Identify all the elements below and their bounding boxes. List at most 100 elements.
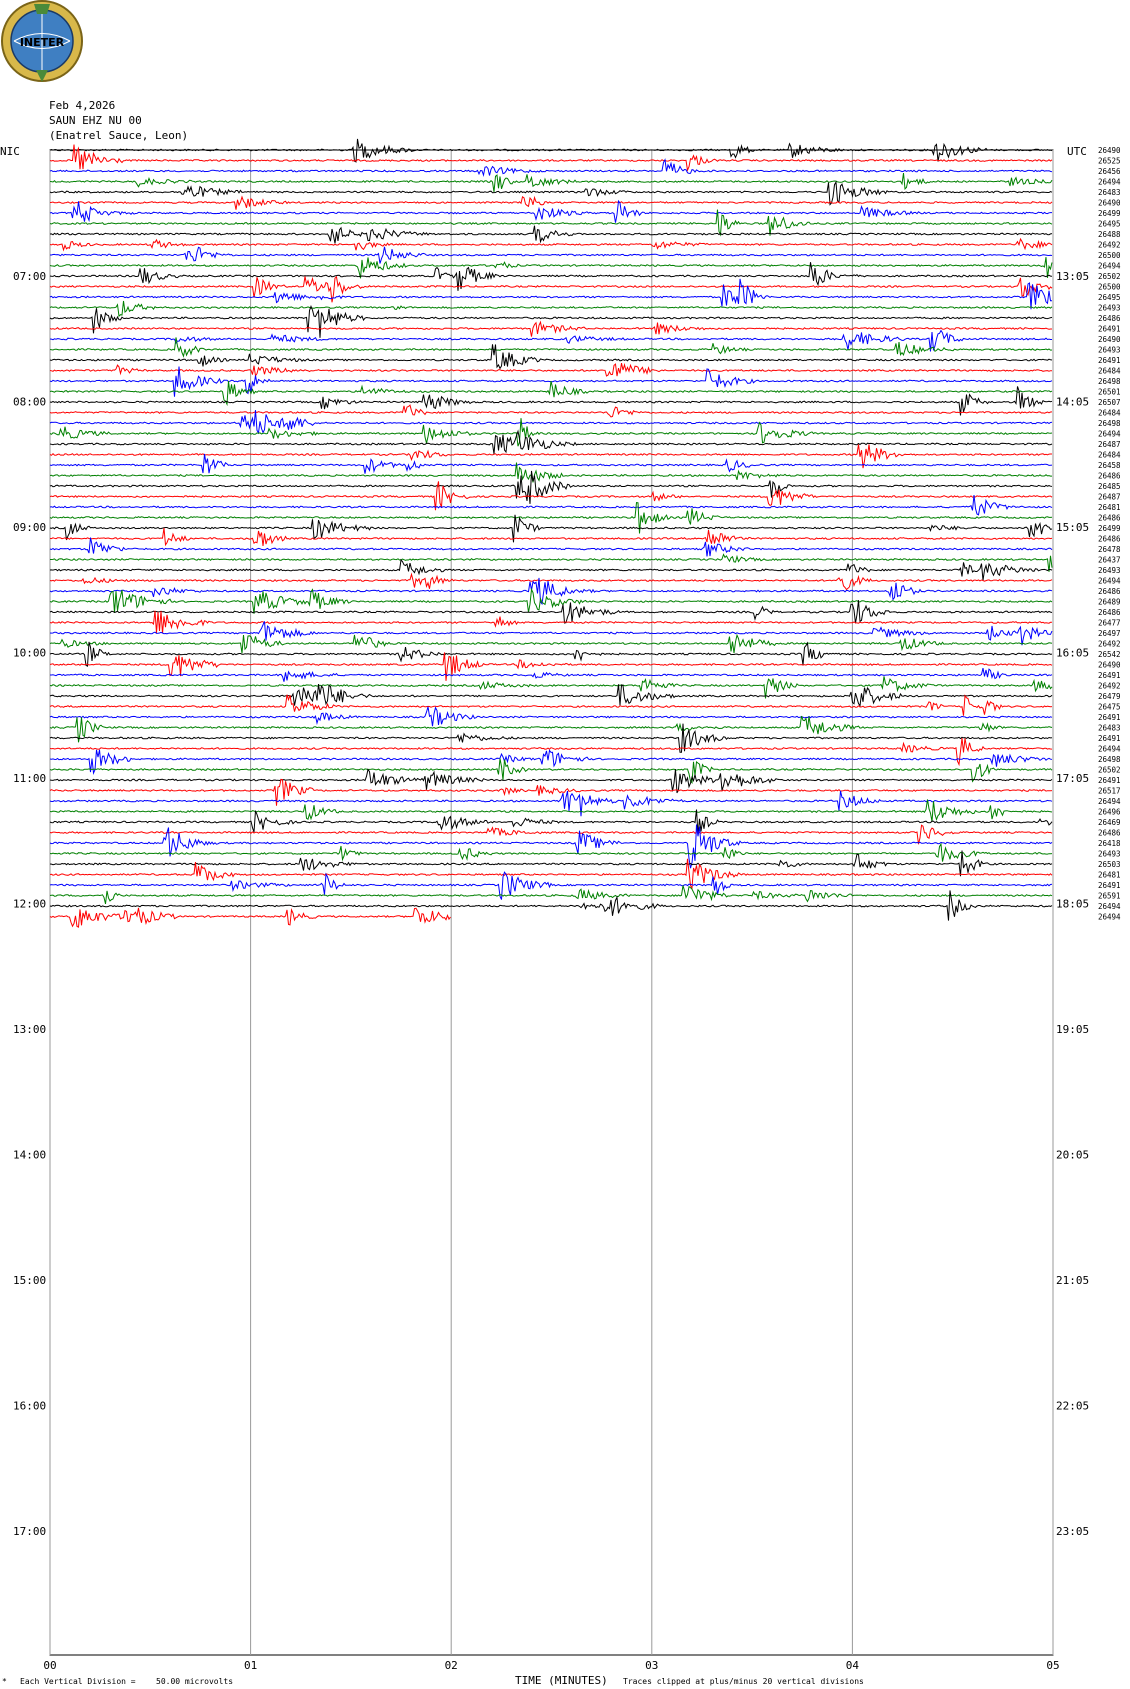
trace-line	[49, 577, 1053, 606]
utc-hour-label: 22:05	[1056, 1400, 1089, 1413]
trace-value-label: 26477	[1098, 619, 1121, 628]
trace-line	[49, 610, 1052, 634]
local-hour-label: 07:00	[13, 270, 46, 283]
trace-value-label: 26493	[1098, 346, 1121, 355]
trace-line	[49, 444, 1052, 469]
trace-value-label: 26498	[1098, 419, 1121, 428]
trace-line	[49, 706, 1053, 727]
trace-value-label: 26486	[1098, 314, 1121, 323]
trace-value-label: 26485	[1098, 482, 1121, 491]
trace-line	[49, 173, 1053, 193]
trace-value-label: 26497	[1098, 629, 1121, 638]
trace-value-label: 26418	[1098, 839, 1121, 848]
local-hour-label: 14:00	[13, 1149, 46, 1162]
trace-line	[49, 344, 1053, 370]
trace-line	[49, 768, 1053, 794]
trace-line	[49, 180, 1053, 206]
trace-value-label: 26481	[1098, 871, 1121, 880]
trace-value-label: 26475	[1098, 703, 1121, 712]
trace-value-label: 26542	[1098, 650, 1121, 659]
trace-line	[49, 824, 1053, 845]
trace-line	[49, 527, 1053, 547]
trace-value-label: 26499	[1098, 524, 1121, 533]
trace-value-label: 26525	[1098, 157, 1121, 166]
trace-line	[49, 278, 1052, 310]
trace-line	[49, 494, 1053, 516]
trace-line	[49, 749, 1053, 776]
trace-line	[49, 337, 1053, 358]
trace-line	[49, 537, 1053, 557]
trace-line	[49, 758, 1053, 785]
trace-line	[49, 275, 1053, 303]
trace-value-label: 26491	[1098, 325, 1121, 334]
x-axis-title: TIME (MINUTES)	[515, 1674, 608, 1687]
trace-line	[49, 429, 1053, 455]
trace-value-label: 26437	[1098, 556, 1121, 565]
local-hour-label: 09:00	[13, 521, 46, 534]
trace-line	[49, 676, 1053, 699]
x-tick-label: 01	[244, 1659, 257, 1672]
trace-line	[49, 320, 1052, 337]
x-tick-label: 03	[645, 1659, 658, 1672]
local-hour-label: 15:00	[13, 1274, 46, 1287]
trace-value-label: 26491	[1098, 734, 1121, 743]
trace-value-label: 26494	[1098, 178, 1121, 187]
axis-labels: 00 01 02 03 04 05 07:00 13:05 08:00 14:05 09:00 15:…	[13, 146, 1121, 1672]
trace-value-label: 26484	[1098, 409, 1121, 418]
svg-text:INETER: INETER	[20, 36, 65, 49]
trace-line	[50, 553, 1053, 572]
footer-marker: *	[2, 1677, 7, 1686]
trace-value-label: 26483	[1098, 724, 1121, 733]
trace-line	[49, 715, 1053, 743]
trace-line	[49, 410, 1053, 435]
trace-line	[49, 600, 1053, 624]
trace-value-label: 26484	[1098, 451, 1121, 460]
trace-line	[49, 514, 1053, 543]
utc-hour-label: 14:05	[1056, 396, 1089, 409]
trace-value-label: 26481	[1098, 503, 1121, 512]
x-tick-label: 02	[445, 1659, 458, 1672]
trace-line	[50, 246, 1053, 264]
trace-value-label: 26498	[1098, 755, 1121, 764]
trace-value-label: 26494	[1098, 745, 1121, 754]
trace-line	[49, 404, 1053, 418]
trace-line	[49, 481, 1053, 511]
trace-line	[49, 305, 1053, 338]
trace-value-label: 26484	[1098, 367, 1121, 376]
trace-line	[49, 850, 1053, 877]
trace-value-label: 26458	[1098, 461, 1121, 470]
trace-line	[49, 386, 1053, 416]
trace-value-label: 26503	[1098, 860, 1121, 869]
trace-line	[49, 652, 1053, 681]
trace-value-label: 26479	[1098, 692, 1121, 701]
trace-value-label: 26469	[1098, 818, 1121, 827]
trace-group	[49, 138, 1053, 928]
plot-grid	[49, 149, 1054, 1656]
trace-line	[49, 723, 1053, 753]
trace-value-label: 26489	[1098, 598, 1121, 607]
trace-value-label: 26486	[1098, 608, 1121, 617]
trace-value-label: 26490	[1098, 335, 1121, 344]
trace-line	[49, 907, 451, 928]
trace-line	[49, 633, 1053, 654]
local-hour-label: 11:00	[13, 772, 46, 785]
trace-value-label: 26492	[1098, 640, 1121, 649]
x-tick-label: 05	[1046, 1659, 1059, 1672]
trace-value-label: 26483	[1098, 188, 1121, 197]
trace-value-label: 26494	[1098, 262, 1121, 271]
trace-line	[49, 195, 1053, 210]
utc-hour-label: 16:05	[1056, 647, 1089, 660]
trace-value-label: 26488	[1098, 230, 1121, 239]
trace-line	[49, 262, 1053, 291]
trace-line	[49, 380, 1053, 407]
trace-line	[49, 842, 1053, 862]
clip-note: Traces clipped at plus/minus 20 vertical…	[623, 1677, 864, 1686]
utc-hour-label: 15:05	[1056, 521, 1089, 534]
local-hour-label: 12:00	[13, 898, 46, 911]
utc-hour-label: 23:05	[1056, 1525, 1089, 1538]
trace-value-label: 26491	[1098, 671, 1121, 680]
trace-value-label: 26498	[1098, 377, 1121, 386]
trace-value-label: 26494	[1098, 913, 1121, 922]
trace-value-label: 26494	[1098, 797, 1121, 806]
